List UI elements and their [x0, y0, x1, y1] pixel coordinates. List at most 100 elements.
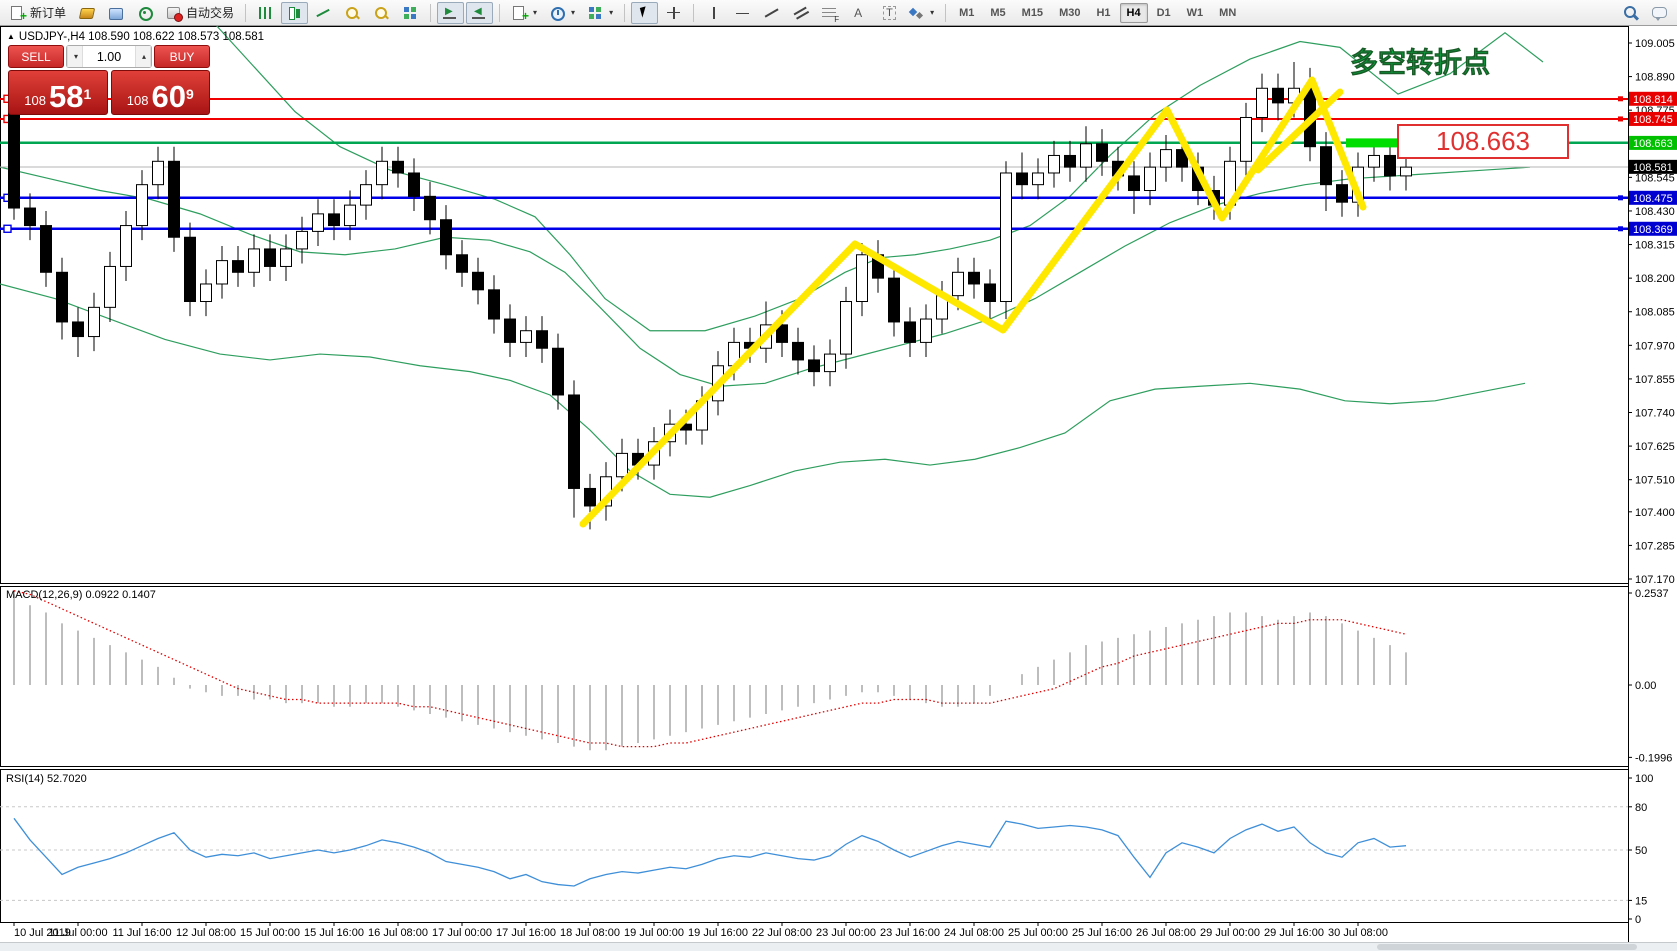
price-badge-108.663: 108.663: [1629, 135, 1677, 150]
candle-body-down: [984, 283, 996, 303]
chart-shift-button[interactable]: [466, 1, 494, 24]
timeframe-MN[interactable]: MN: [1212, 3, 1243, 23]
date-label: 11 Jul 00:00: [48, 927, 107, 939]
candle: [360, 170, 372, 220]
bar-chart-mode-button[interactable]: [252, 2, 279, 24]
timeframe-D1[interactable]: D1: [1150, 3, 1178, 23]
price-annotation-box[interactable]: 108.663: [1397, 124, 1569, 159]
label-tool-button[interactable]: [874, 2, 901, 24]
volume-decrease-button[interactable]: ▾: [67, 46, 83, 67]
hline-handle-right-108.745[interactable]: [1618, 116, 1623, 122]
sell-price-box[interactable]: 108 58 1: [8, 70, 108, 115]
zoom-out-button[interactable]: [368, 2, 395, 24]
rsi-axis-label: 100: [1635, 773, 1653, 785]
cursor-tool-button[interactable]: [631, 1, 659, 24]
date-label: 23 Jul 16:00: [880, 927, 940, 939]
yellow-trendline-1[interactable]: [1254, 88, 1344, 174]
candle-body-down: [1128, 175, 1140, 192]
market-watch-button[interactable]: [102, 2, 129, 24]
timeframe-M30[interactable]: M30: [1052, 3, 1087, 23]
volume-increase-button[interactable]: ▴: [135, 46, 151, 67]
candle: [1336, 170, 1348, 217]
collapse-triangle-icon[interactable]: ▲: [7, 32, 15, 41]
hline-handle-right-108.475[interactable]: [1618, 195, 1623, 201]
buy-button[interactable]: BUY: [154, 45, 210, 68]
candle-body-down: [1176, 149, 1188, 168]
templates-button[interactable]: ▾: [582, 2, 618, 24]
indicators-button[interactable]: ▾: [506, 2, 542, 24]
candle-body-up: [152, 160, 164, 186]
trendline-tool-button[interactable]: [758, 2, 785, 24]
one-click-trading-panel: SELL ▾ 1.00 ▴ BUY 108 58 1 108 60 9: [8, 45, 210, 115]
horizontal-line-icon: [734, 5, 751, 21]
horizontal-scrollbar[interactable]: [0, 942, 1677, 951]
candle: [328, 199, 340, 241]
horizontal-line-tool-button[interactable]: [729, 2, 756, 24]
price-annotation-text: 108.663: [1436, 126, 1530, 156]
shapes-tool-button[interactable]: ▾: [903, 2, 939, 24]
channel-tool-button[interactable]: [787, 2, 814, 24]
turning-point-annotation[interactable]: 多空转折点: [1350, 46, 1491, 80]
price-tick-label: 107.170: [1635, 574, 1675, 586]
indicators-icon: [511, 5, 529, 23]
candle: [1272, 73, 1284, 121]
hline-handle-right-108.369[interactable]: [1618, 226, 1623, 232]
candle-body-up: [344, 204, 356, 227]
signals-button[interactable]: [131, 2, 158, 24]
candle-body-down: [440, 219, 452, 256]
new-order-button[interactable]: 新订单: [4, 2, 71, 24]
hline-handle-right-108.814[interactable]: [1618, 96, 1623, 102]
date-label: 29 Jul 00:00: [1200, 927, 1260, 939]
candlestick-mode-button[interactable]: [281, 1, 309, 24]
volume-value[interactable]: 1.00: [96, 49, 122, 64]
green-highlight-segment[interactable]: [1346, 138, 1410, 148]
candle: [72, 307, 84, 358]
auto-scroll-button[interactable]: [437, 1, 465, 24]
hline-handle-left-108.369[interactable]: [3, 224, 12, 233]
yellow-trendlines[interactable]: [579, 76, 1367, 528]
price-badge-text: 108.369: [1633, 224, 1673, 236]
candle-body-up: [1256, 87, 1268, 118]
price-badge-bg: [1629, 159, 1677, 174]
crosshair-tool-button[interactable]: [660, 2, 687, 24]
chart-profiles-button[interactable]: [73, 2, 100, 24]
zoom-in-button[interactable]: [339, 2, 366, 24]
periods-button[interactable]: ▾: [544, 2, 580, 24]
search-button[interactable]: [1617, 2, 1644, 24]
tile-windows-button[interactable]: [397, 2, 424, 24]
line-chart-mode-button[interactable]: [310, 2, 337, 24]
yellow-trendline-0[interactable]: [579, 76, 1367, 528]
candle-body-down: [552, 347, 564, 396]
candle-body-down: [264, 248, 276, 267]
vertical-line-tool-button[interactable]: [700, 2, 727, 24]
chat-button[interactable]: [1646, 2, 1673, 24]
candle-body-up: [216, 260, 228, 285]
candle-body-up: [312, 213, 324, 232]
auto-trading-button[interactable]: 自动交易: [160, 2, 239, 24]
timeframe-M15[interactable]: M15: [1015, 3, 1050, 23]
candle: [344, 190, 356, 241]
scrollbar-thumb[interactable]: [1377, 944, 1637, 950]
fibonacci-tool-button[interactable]: [816, 2, 843, 24]
candle: [120, 210, 132, 282]
candle: [200, 269, 212, 317]
bollinger-lower-band: [0, 283, 1526, 498]
price-badge-108.814: 108.814: [1629, 91, 1677, 106]
timeframe-W1[interactable]: W1: [1180, 3, 1211, 23]
candle-body-down: [40, 225, 52, 273]
timeframe-M5[interactable]: M5: [983, 3, 1012, 23]
sell-button[interactable]: SELL: [8, 45, 64, 68]
timeframe-H1[interactable]: H1: [1089, 3, 1117, 23]
candle-body-down: [232, 260, 244, 273]
timeframe-M1[interactable]: M1: [952, 3, 981, 23]
timeframe-H4[interactable]: H4: [1119, 2, 1148, 23]
text-tool-button[interactable]: [845, 2, 872, 24]
sell-price-sup: 1: [83, 86, 92, 102]
channel-icon: [792, 5, 809, 21]
buy-price-box[interactable]: 108 60 9: [110, 70, 210, 115]
candle-body-up: [824, 353, 836, 373]
candle-body-up: [200, 283, 212, 303]
toolbar-separator: [430, 3, 432, 22]
price-badge-bg: [1629, 190, 1677, 205]
price-tick-label: 108.315: [1635, 240, 1675, 252]
